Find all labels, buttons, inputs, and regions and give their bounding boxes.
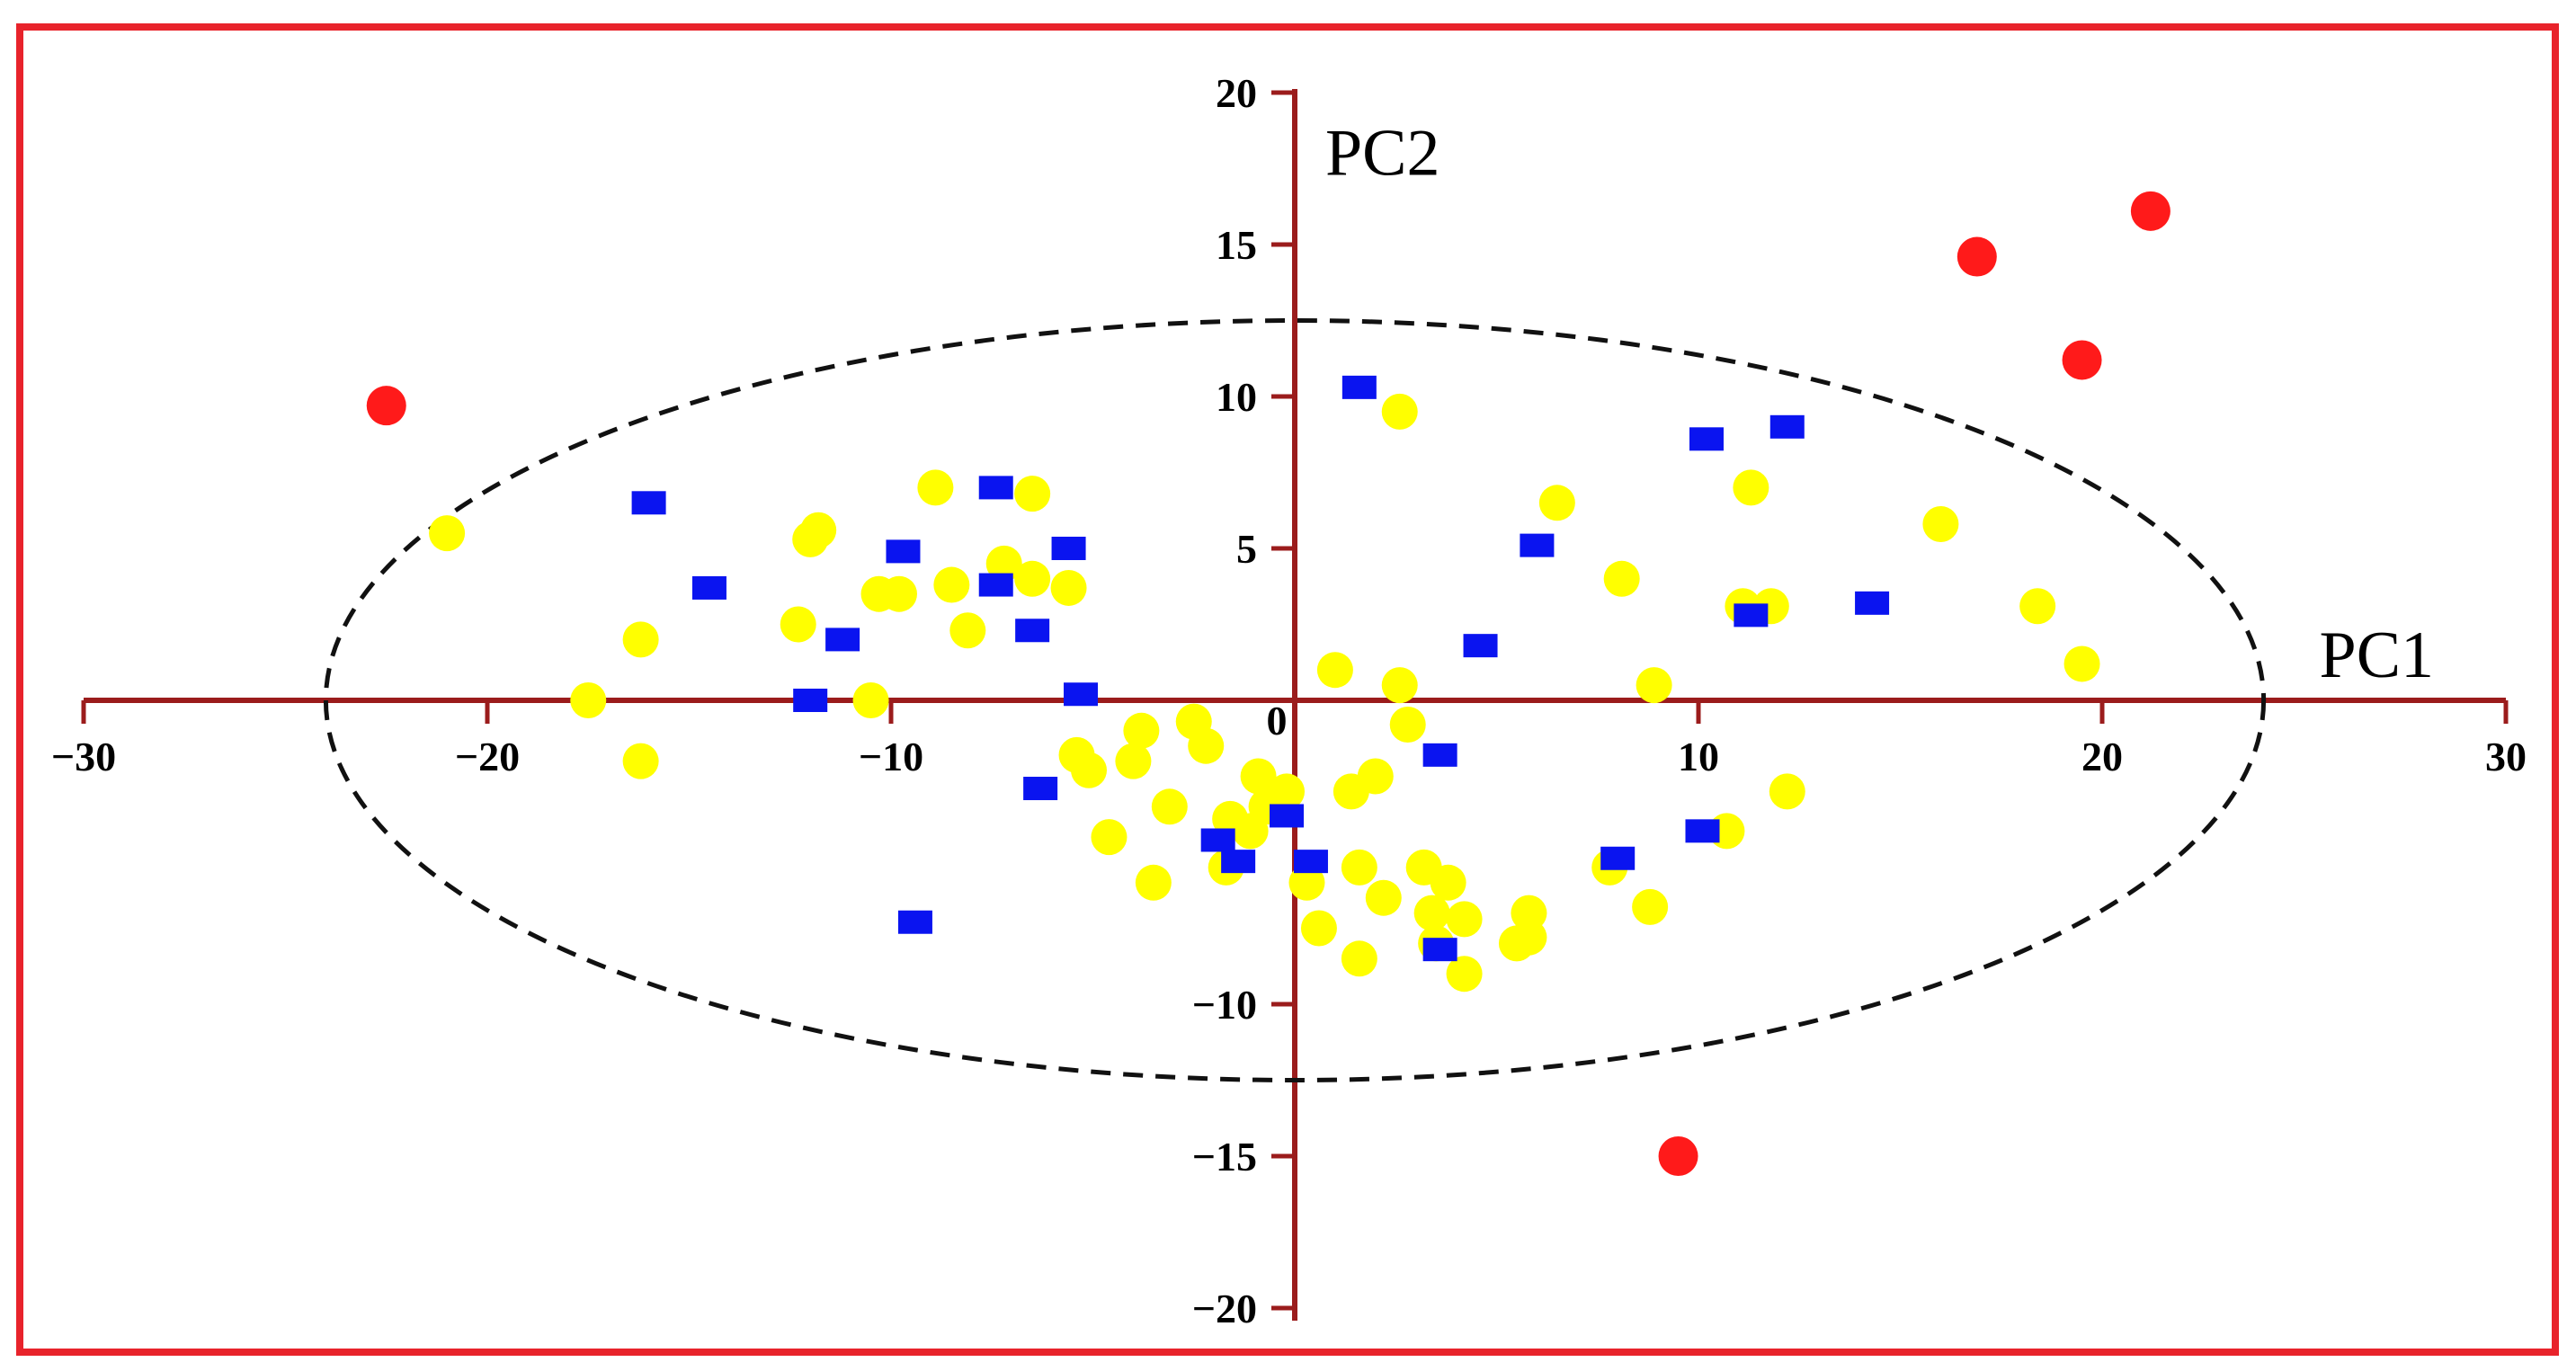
data-point-circle — [1014, 476, 1051, 512]
data-point-circle — [1135, 864, 1172, 901]
data-point-square — [1293, 850, 1328, 874]
y-axis-title: PC2 — [1325, 116, 1440, 190]
y-tick-label: 15 — [1216, 222, 1257, 268]
data-point-circle — [1381, 393, 1418, 430]
data-point-circle — [1446, 956, 1483, 993]
data-point-circle — [2019, 588, 2056, 625]
data-point-circle — [1123, 712, 1160, 749]
data-point-circle — [2063, 645, 2100, 682]
data-point-square — [1200, 828, 1235, 852]
chart-frame: −30 −20 −10 0 10 20 30 20 15 10 5 −10 −15 −20 PC1 PC2 — [16, 23, 2559, 1356]
x-axis-title: PC1 — [2320, 619, 2435, 692]
data-point-square — [1520, 533, 1555, 557]
data-point-circle — [1538, 485, 1575, 521]
data-point-square — [1064, 682, 1099, 707]
data-point-circle — [1357, 758, 1394, 795]
data-point-square — [1023, 777, 1058, 801]
data-point-circle — [1151, 788, 1188, 825]
y-tick-label: −20 — [1192, 1286, 1257, 1331]
data-point-circle — [1240, 758, 1277, 795]
data-point-square — [1463, 634, 1498, 658]
y-tick-label: 10 — [1216, 374, 1257, 420]
data-point-square — [1734, 603, 1769, 628]
x-tick-label: 10 — [1678, 734, 1719, 779]
data-point-circle — [780, 606, 816, 643]
data-point-circle — [1300, 910, 1337, 947]
data-point-circle — [622, 621, 659, 658]
data-point-circle — [1341, 940, 1377, 977]
data-point-circle — [1288, 864, 1325, 901]
data-point-circle — [1389, 707, 1426, 743]
data-point-circle — [880, 575, 917, 612]
data-point-outlier — [1658, 1136, 1698, 1176]
data-point-circle — [1050, 569, 1087, 606]
data-point-circle — [1636, 667, 1672, 704]
data-point-square — [631, 491, 666, 515]
data-point-outlier — [2062, 340, 2102, 380]
data-point-circle — [1188, 727, 1225, 764]
data-point-square — [1769, 414, 1805, 439]
data-point-circle — [985, 545, 1022, 582]
data-point-square — [793, 689, 828, 712]
data-point-circle — [1091, 819, 1128, 856]
data-point-circle — [933, 566, 970, 603]
data-point-square — [1270, 804, 1305, 828]
data-point-circle — [917, 469, 954, 506]
data-point-square — [1689, 427, 1724, 451]
y-tick-label: −10 — [1192, 982, 1257, 1028]
data-point-circle — [622, 743, 659, 779]
x-tick-label: 30 — [2485, 734, 2527, 779]
data-point-circle — [1769, 773, 1805, 810]
data-point-square — [1600, 846, 1636, 870]
pca-scatter-plot: −30 −20 −10 0 10 20 30 20 15 10 5 −10 −15 −20 PC1 PC2 — [51, 70, 2527, 1331]
data-point-square — [886, 539, 921, 564]
data-point-outlier — [1957, 236, 1997, 277]
data-point-circle — [949, 612, 986, 649]
data-point-square — [1422, 743, 1457, 767]
data-point-circle — [1115, 743, 1152, 779]
data-point-square — [897, 910, 932, 934]
x-tick-label: −30 — [51, 734, 116, 779]
data-point-circle — [570, 682, 607, 718]
data-point-square — [978, 476, 1013, 500]
data-point-circle — [1381, 667, 1418, 704]
data-point-circle — [1632, 888, 1669, 925]
data-point-square — [1051, 537, 1086, 560]
y-tick-label: 20 — [1216, 70, 1257, 116]
data-point-circle — [1413, 895, 1450, 931]
data-point-square — [1341, 375, 1377, 399]
data-point-circle — [1014, 560, 1051, 597]
data-point-square — [1422, 938, 1457, 962]
data-point-square — [1221, 850, 1256, 874]
data-point-circle — [1733, 469, 1769, 506]
data-point-square — [1015, 619, 1050, 643]
data-point-outlier — [366, 386, 406, 426]
data-point-circle — [852, 682, 889, 718]
data-point-circle — [429, 515, 466, 552]
data-point-circle — [1922, 505, 1959, 542]
data-point-circle — [1316, 652, 1353, 689]
data-point-outlier — [2130, 191, 2170, 231]
data-point-circle — [1269, 773, 1306, 810]
x-tick-label: 0 — [1267, 698, 1288, 743]
data-point-circle — [1071, 752, 1108, 788]
data-point-square — [825, 628, 860, 652]
data-point-square — [1685, 819, 1720, 843]
data-point-square — [691, 575, 726, 600]
data-point-circle — [1365, 879, 1402, 916]
data-point-circle — [1603, 560, 1640, 597]
x-tick-label: −10 — [859, 734, 923, 779]
data-point-circle — [1341, 849, 1377, 886]
x-tick-label: 20 — [2081, 734, 2123, 779]
data-point-circle — [1511, 919, 1547, 956]
data-point-square — [1855, 591, 1890, 615]
data-point-circle — [1430, 864, 1466, 901]
data-point-circle — [800, 512, 837, 548]
confidence-ellipse — [323, 318, 2267, 1082]
x-tick-label: −20 — [455, 734, 520, 779]
y-tick-label: 5 — [1236, 526, 1257, 572]
y-tick-label: −15 — [1192, 1134, 1257, 1180]
data-point-square — [978, 573, 1013, 597]
data-point-circle — [1446, 901, 1483, 938]
